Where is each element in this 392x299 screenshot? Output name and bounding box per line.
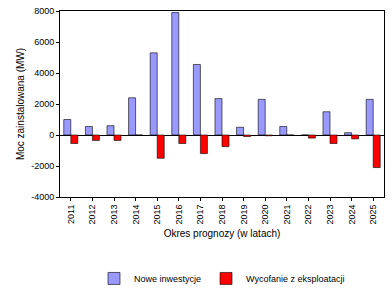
svg-text:2020: 2020	[260, 205, 270, 225]
svg-text:Wycofanie z eksploatacji: Wycofanie z eksploatacji	[246, 274, 344, 284]
svg-text:2021: 2021	[282, 205, 292, 225]
svg-text:2012: 2012	[87, 205, 97, 225]
svg-text:2019: 2019	[239, 205, 249, 225]
svg-text:-2000: -2000	[31, 161, 54, 171]
svg-text:2014: 2014	[131, 205, 141, 225]
svg-text:2015: 2015	[152, 205, 162, 225]
svg-text:2017: 2017	[195, 205, 205, 225]
svg-text:2022: 2022	[303, 205, 313, 225]
svg-text:2013: 2013	[109, 205, 119, 225]
svg-text:2025: 2025	[368, 205, 378, 225]
svg-text:2024: 2024	[347, 205, 357, 225]
svg-text:Nowe inwestycje: Nowe inwestycje	[134, 274, 201, 284]
svg-text:8000: 8000	[34, 6, 54, 16]
svg-text:2018: 2018	[217, 205, 227, 225]
svg-text:2000: 2000	[34, 99, 54, 109]
svg-text:2023: 2023	[325, 205, 335, 225]
svg-text:Okres prognozy (w latach): Okres prognozy (w latach)	[164, 228, 281, 239]
svg-text:Moc zainstalowana (MW): Moc zainstalowana (MW)	[15, 48, 26, 160]
svg-text:2016: 2016	[174, 205, 184, 225]
svg-text:0: 0	[49, 130, 54, 140]
svg-text:-4000: -4000	[31, 192, 54, 202]
svg-text:4000: 4000	[34, 68, 54, 78]
svg-text:6000: 6000	[34, 37, 54, 47]
svg-text:2011: 2011	[66, 205, 76, 224]
